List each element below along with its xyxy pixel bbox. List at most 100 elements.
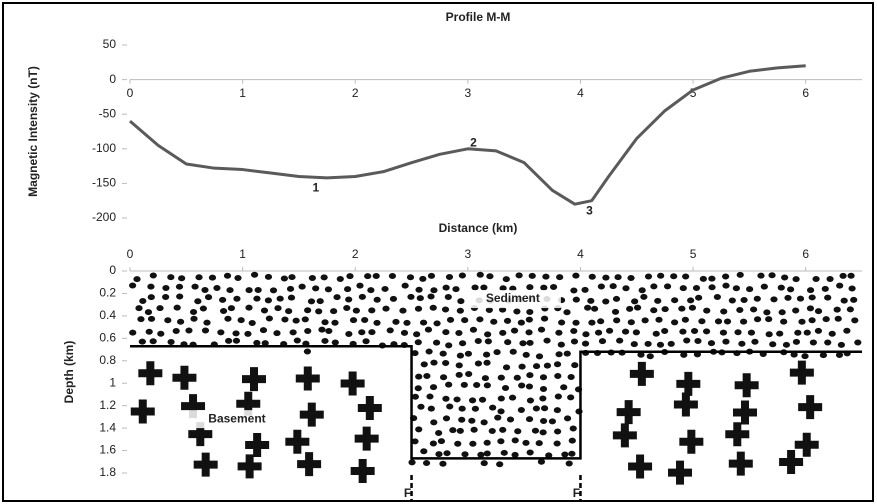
sediment-grain — [518, 363, 526, 370]
sediment-grain — [489, 404, 497, 411]
sediment-grain — [539, 385, 548, 392]
sediment-grain — [399, 307, 407, 314]
sediment-grain — [285, 308, 293, 315]
sediment-grain — [494, 414, 502, 421]
sediment-grain — [763, 309, 771, 316]
fault-label: F — [404, 486, 411, 500]
sediment-grain — [597, 318, 605, 325]
sediment-grain — [722, 338, 730, 345]
sediment-grain — [652, 330, 660, 337]
sediment-grain — [835, 351, 844, 358]
sediment-grain — [500, 449, 508, 456]
label-background — [188, 410, 285, 429]
sediment-grain — [426, 393, 434, 400]
sediment-grain — [219, 296, 227, 303]
sediment-grain — [626, 305, 634, 312]
sediment-grain — [312, 285, 320, 292]
basement-cross — [354, 426, 379, 451]
sediment-grain — [728, 297, 736, 304]
sediment-grain — [217, 329, 225, 336]
y-axis-label: Magnetic Intensity (nT) — [26, 66, 40, 197]
sediment-grain — [486, 273, 494, 280]
sediment-grain — [403, 319, 411, 326]
sediment-grain — [558, 319, 566, 326]
sediment-grain — [781, 274, 789, 281]
sediment-grain — [253, 295, 261, 302]
sediment-grain — [657, 272, 665, 279]
sediment-grain — [237, 317, 245, 324]
sediment-grain — [587, 297, 595, 304]
sediment-grain — [407, 293, 415, 300]
basement-cross — [668, 460, 693, 485]
sediment-grain — [223, 272, 232, 279]
sediment-grain — [656, 341, 665, 348]
sediment-grain — [567, 394, 575, 401]
sediment-grain — [437, 438, 446, 445]
sediment-grain — [560, 384, 568, 391]
sediment-grain — [663, 283, 672, 290]
x-tick-label: 0 — [127, 86, 134, 100]
sediment-grain — [389, 295, 398, 302]
sediment-grain — [555, 329, 563, 336]
sediment-grain — [834, 315, 842, 322]
sediment-grain — [442, 415, 451, 422]
sediment-grain — [504, 339, 512, 346]
sediment-grain — [427, 272, 436, 279]
sediment-grain — [289, 329, 297, 336]
sediment-grain — [488, 427, 496, 434]
sediment-grain — [176, 293, 184, 300]
sediment-grain — [411, 350, 419, 357]
sediment-grain — [199, 305, 207, 312]
sediment-grain — [670, 273, 678, 280]
sediment-grain — [245, 287, 253, 294]
sediment-grain — [194, 298, 202, 305]
sediment-grain — [442, 329, 450, 336]
sediment-grain — [471, 284, 479, 291]
sediment-grain — [847, 272, 855, 279]
sediment-grain — [822, 316, 830, 323]
sediment-grain — [681, 316, 689, 323]
sediment-grain — [349, 317, 358, 324]
y-tick-label: -150 — [92, 176, 116, 190]
sediment-grain — [414, 305, 423, 312]
basement-cross — [728, 451, 753, 476]
sediment-grain — [570, 338, 579, 345]
basement-cross — [172, 365, 197, 390]
sediment-grain — [372, 272, 380, 279]
sediment-grain — [532, 363, 541, 370]
sediment-grain — [454, 440, 462, 447]
sediment-grain — [782, 341, 791, 348]
sediment-grain — [777, 284, 785, 291]
sediment-grain — [563, 415, 572, 422]
sediment-grain — [760, 283, 768, 290]
sediment-grain — [581, 286, 589, 293]
sediment-grain — [445, 274, 454, 281]
sediment-grain — [784, 294, 792, 301]
sediment-grain — [455, 362, 463, 369]
sediment-grain — [415, 286, 423, 293]
sediment-grain — [493, 349, 501, 356]
sediment-grain — [287, 294, 296, 301]
sediment-grain — [254, 287, 262, 294]
y-tick-label: 0.2 — [99, 286, 116, 300]
sediment-grain — [540, 405, 549, 412]
sediment-grain — [708, 275, 716, 282]
sediment-grain — [553, 440, 561, 447]
sediment-grain — [702, 328, 711, 335]
sediment-grain — [260, 307, 269, 314]
sediment-grain — [661, 328, 669, 335]
sediment-grain — [430, 419, 438, 426]
sediment-grain — [806, 287, 815, 294]
sediment-grain — [612, 295, 621, 302]
sediment-grain — [324, 286, 333, 293]
sediment-grain — [594, 329, 603, 336]
sediment-grain — [480, 460, 488, 467]
sediment-grain — [819, 352, 828, 359]
sediment-grain — [650, 283, 658, 290]
sediment-grain — [429, 384, 438, 391]
sediment-grain — [400, 329, 409, 336]
sediment-grain — [485, 307, 493, 314]
sediment-grain — [373, 296, 381, 303]
sediment-grain — [496, 461, 504, 468]
sediment-grain — [687, 297, 695, 304]
